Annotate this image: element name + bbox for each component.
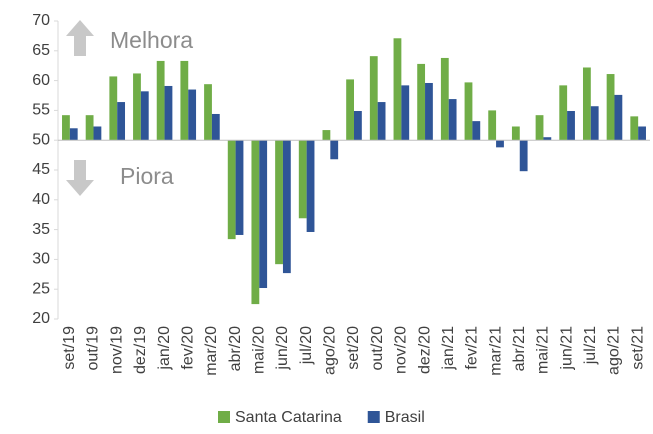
x-tick-label: nov/19 — [108, 326, 125, 374]
bar — [140, 91, 149, 141]
y-tick-label: 65 — [32, 42, 50, 59]
x-tick-label: jun/21 — [558, 326, 575, 371]
x-tick-label: ago/20 — [322, 326, 339, 375]
x-tick-label: nov/20 — [393, 326, 410, 374]
x-tick-label: jan/21 — [440, 326, 457, 371]
x-tick-label: dez/20 — [416, 326, 433, 374]
bar — [188, 89, 197, 141]
bar — [62, 115, 70, 141]
arrow-down — [66, 160, 94, 196]
x-tick-label: mai/20 — [250, 326, 267, 374]
bar — [259, 140, 268, 289]
x-tick-label: abr/21 — [511, 326, 528, 371]
bar — [227, 140, 236, 240]
bar — [354, 110, 362, 141]
x-tick-label: ago/21 — [606, 326, 623, 375]
x-tick-label: jun/20 — [274, 326, 291, 371]
bar — [156, 60, 165, 141]
bar — [282, 140, 291, 274]
y-tick-label: 30 — [32, 251, 50, 268]
bar — [417, 63, 426, 141]
y-tick-label: 60 — [32, 72, 50, 89]
bar — [630, 116, 639, 141]
bar — [519, 140, 528, 172]
bar — [322, 130, 331, 141]
bar — [330, 140, 339, 160]
bar — [582, 67, 591, 141]
x-tick-label: set/19 — [61, 326, 78, 370]
x-tick-label: fev/21 — [464, 326, 481, 370]
bar — [567, 110, 575, 141]
bar — [448, 99, 457, 141]
bar — [346, 79, 354, 141]
bar — [109, 76, 118, 141]
x-tick-label: mai/21 — [535, 326, 552, 374]
bar — [204, 84, 212, 141]
bar — [488, 110, 497, 141]
y-tick-label: 70 — [32, 12, 50, 29]
bar — [535, 115, 544, 141]
bar — [306, 140, 315, 232]
x-tick-label: fev/20 — [179, 326, 196, 370]
bar — [275, 140, 283, 265]
y-tick-label: 45 — [32, 161, 50, 178]
bar — [638, 126, 646, 141]
bar — [298, 140, 307, 219]
x-tick-label: jul/21 — [582, 326, 599, 365]
legend-label: Santa Catarina — [235, 409, 342, 426]
bar — [590, 106, 599, 141]
x-tick-label: set/21 — [629, 326, 646, 370]
y-tick-label: 55 — [32, 102, 50, 119]
bar — [401, 85, 410, 141]
x-tick-label: out/20 — [369, 326, 386, 371]
bar — [425, 82, 433, 141]
x-tick-label: jan/20 — [156, 326, 173, 371]
y-tick-label: 50 — [32, 131, 50, 148]
bar — [93, 126, 102, 141]
bar — [211, 113, 220, 141]
x-tick-label: mar/21 — [487, 326, 504, 376]
bar — [180, 60, 189, 141]
bar — [369, 56, 378, 141]
bar — [69, 128, 78, 141]
x-tick-label: set/20 — [345, 326, 362, 370]
legend-swatch — [367, 411, 380, 423]
bar — [496, 140, 504, 148]
annotation: Piora — [120, 163, 174, 189]
x-tick-label: out/19 — [85, 326, 102, 371]
bar — [235, 140, 244, 235]
y-tick-label: 40 — [32, 191, 50, 208]
x-tick-label: abr/20 — [227, 326, 244, 371]
annotation: Melhora — [110, 27, 193, 53]
bar — [614, 94, 623, 141]
bar — [440, 57, 449, 141]
bar — [393, 38, 402, 141]
bar — [511, 126, 520, 141]
bar — [133, 73, 141, 141]
bar — [251, 140, 260, 305]
legend-swatch — [218, 411, 230, 423]
bar — [117, 102, 126, 141]
bar — [377, 102, 386, 141]
x-tick-label: mar/20 — [203, 326, 220, 376]
bar — [543, 137, 552, 141]
y-tick-label: 25 — [32, 280, 50, 297]
bar — [472, 121, 481, 141]
bar — [164, 85, 173, 141]
x-tick-label: dez/19 — [132, 326, 149, 374]
bar — [464, 82, 473, 141]
y-tick-label: 20 — [32, 310, 50, 327]
y-tick-label: 35 — [32, 221, 50, 238]
arrow-up — [66, 20, 94, 56]
x-tick-label: jul/20 — [298, 326, 315, 365]
legend-label: Brasil — [385, 409, 425, 426]
bar — [85, 115, 94, 141]
bar — [606, 74, 615, 141]
bar — [559, 85, 568, 141]
